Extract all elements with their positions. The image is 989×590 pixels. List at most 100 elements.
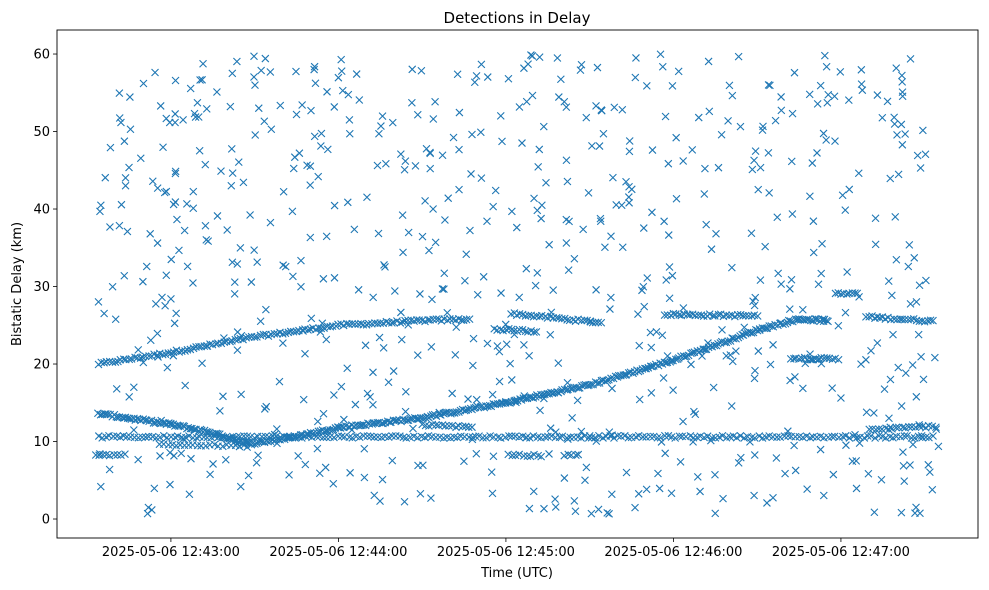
clutter-point	[787, 157, 796, 166]
clutter-point	[898, 140, 907, 149]
clutter-point	[408, 65, 417, 74]
clutter-point	[427, 342, 436, 351]
clutter-point	[223, 226, 232, 234]
clutter-point	[871, 214, 880, 223]
clutter-point	[313, 444, 322, 453]
clutter-point	[233, 439, 242, 448]
clutter-point	[749, 297, 757, 306]
clutter-point	[351, 400, 360, 409]
clutter-point	[890, 120, 899, 128]
clutter-point	[712, 229, 720, 238]
clutter-point	[279, 187, 288, 196]
clutter-point	[751, 147, 760, 155]
clutter-point	[785, 305, 794, 313]
clutter-point	[275, 377, 284, 386]
track-point-zero-doppler-line	[475, 432, 483, 441]
clutter-point	[488, 489, 497, 498]
clutter-point	[363, 389, 372, 398]
clutter-point	[244, 471, 253, 480]
track-point-target-a-rising	[465, 315, 474, 324]
clutter-point	[204, 237, 213, 245]
clutter-point	[512, 223, 521, 232]
y-tick-label: 30	[33, 280, 50, 295]
clutter-point	[472, 395, 481, 404]
clutter-point	[441, 216, 449, 224]
clutter-point	[366, 393, 374, 401]
clutter-point	[162, 271, 171, 280]
clutter-point	[379, 343, 388, 352]
track-point-line-8b	[519, 451, 528, 460]
track-point-target-b	[587, 380, 596, 389]
clutter-point	[817, 359, 826, 368]
clutter-point	[101, 173, 110, 182]
clutter-point	[380, 261, 388, 269]
track-point-target-a-rising	[292, 327, 301, 336]
data-points	[91, 50, 943, 518]
clutter-point	[898, 71, 906, 80]
clutter-point	[880, 385, 889, 394]
clutter-point	[884, 277, 893, 286]
clutter-point	[139, 358, 148, 367]
track-point-zero-doppler-line	[871, 434, 880, 442]
clutter-point	[199, 59, 207, 68]
clutter-point	[554, 359, 563, 367]
clutter-point	[788, 109, 797, 118]
clutter-point	[537, 201, 546, 210]
track-point-target-b	[688, 348, 697, 357]
track-point-zero-doppler-line	[494, 433, 502, 442]
clutter-point	[344, 90, 353, 99]
clutter-point	[448, 389, 457, 398]
clutter-point	[451, 350, 460, 359]
track-point-zero-doppler-line	[465, 433, 473, 442]
clutter-point	[885, 414, 893, 423]
clutter-point	[96, 201, 105, 210]
clutter-point	[764, 81, 773, 89]
clutter-point	[625, 198, 634, 207]
clutter-point	[251, 81, 259, 90]
track-point-target-b	[771, 320, 779, 329]
track-point-target-a-rising	[328, 322, 337, 330]
clutter-point	[193, 98, 202, 107]
track-point-target-d-seg	[837, 290, 845, 299]
clutter-point	[147, 506, 156, 514]
clutter-point	[689, 407, 698, 416]
clutter-point	[146, 229, 155, 238]
clutter-point	[401, 407, 410, 416]
clutter-point	[381, 159, 390, 168]
y-tick-label: 40	[33, 203, 50, 218]
y-tick-label: 10	[33, 435, 50, 450]
clutter-point	[883, 97, 892, 106]
track-point-target-b	[379, 419, 387, 428]
clutter-point	[421, 197, 429, 205]
clutter-point	[330, 201, 339, 210]
track-point-target-a-seg4	[714, 310, 723, 319]
clutter-point	[355, 96, 364, 104]
track-point-zero-doppler-line	[363, 432, 372, 441]
clutter-point	[520, 392, 529, 400]
clutter-point	[658, 62, 667, 71]
track-point-target-a-seg2	[577, 316, 586, 325]
clutter-point	[654, 469, 662, 478]
track-point-target-b	[251, 440, 259, 448]
track-point-zero-doppler-line	[301, 432, 310, 441]
clutter-point	[236, 244, 245, 252]
clutter-point	[919, 375, 928, 384]
track-point-line-12a	[421, 421, 430, 430]
track-point-target-b	[619, 371, 628, 379]
track-point-zero-doppler-line	[921, 433, 930, 442]
track-point-target-a-rising	[426, 316, 434, 324]
clutter-point	[891, 213, 900, 221]
track-point-target-a-rising	[286, 327, 295, 336]
chart-title: Detections in Delay	[444, 9, 591, 27]
track-point-target-a-seg2	[549, 314, 558, 322]
clutter-point	[820, 51, 829, 60]
clutter-point	[912, 392, 921, 401]
clutter-point	[491, 186, 500, 195]
clutter-point	[897, 508, 906, 517]
clutter-point	[115, 221, 124, 230]
clutter-point	[577, 427, 586, 436]
track-point-line-12a	[464, 423, 473, 432]
clutter-point	[539, 394, 548, 403]
clutter-point	[791, 466, 800, 475]
clutter-point	[607, 232, 615, 241]
